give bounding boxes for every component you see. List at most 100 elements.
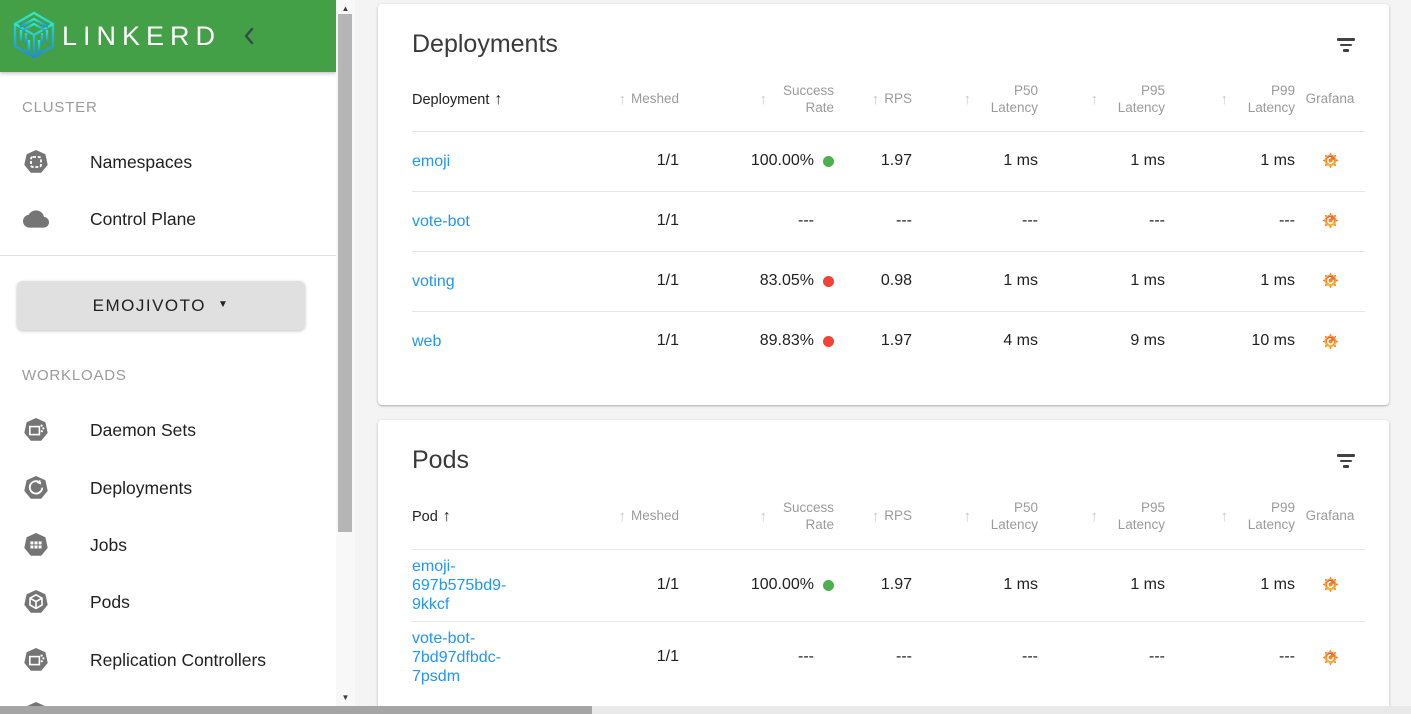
grafana-icon[interactable] xyxy=(1322,272,1339,289)
sidebar-item-namespaces[interactable]: Namespaces xyxy=(0,147,336,177)
p50-cell: 1 ms xyxy=(1003,576,1038,593)
table-row: emoji 1/1 100.00% 1.97 1 ms 1 ms 1 ms xyxy=(412,131,1365,191)
control-plane-icon xyxy=(23,206,49,232)
sort-arrow-icon: ↑ xyxy=(442,507,451,525)
column-header-p99-latency[interactable]: ↑ P99 Latency xyxy=(1220,499,1296,532)
meshed-cell: 1/1 xyxy=(656,576,679,593)
pod-link[interactable]: emoji-697b575bd9-9kkcf xyxy=(412,557,507,613)
main-content: Deployments Deployment ↑ ↑ Meshed xyxy=(355,0,1411,714)
p95-cell: --- xyxy=(1149,648,1165,666)
success-rate-cell: --- xyxy=(798,648,814,666)
p99-cell: 10 ms xyxy=(1251,332,1295,350)
sidebar-item-label: Replication Controllers xyxy=(90,649,267,670)
table-row: vote-bot-7bd97dfbdc-7psdm 1/1 --- --- --… xyxy=(412,621,1365,693)
column-header-rps[interactable]: ↑ RPS xyxy=(871,508,912,526)
sidebar-item-label: Control Plane xyxy=(90,208,197,229)
success-rate-cell: 83.05% xyxy=(759,272,814,289)
column-header-p95-latency[interactable]: ↑ P95 Latency xyxy=(1090,499,1166,532)
brand-title: LINKERD xyxy=(62,20,222,51)
deployment-link[interactable]: web xyxy=(412,332,442,350)
sidebar-item-label: Pods xyxy=(90,591,130,612)
horizontal-scrollbar[interactable] xyxy=(0,706,1411,714)
sidebar-item-control-plane[interactable]: Control Plane xyxy=(0,204,336,234)
namespace-selector-value: EMOJIVOTO xyxy=(92,295,206,315)
namespaces-icon xyxy=(23,149,49,175)
column-header-pod[interactable]: Pod ↑ xyxy=(412,507,451,525)
section-label-workloads: WORKLOADS xyxy=(22,367,127,384)
section-label-cluster: CLUSTER xyxy=(22,99,98,116)
p99-cell: --- xyxy=(1279,648,1295,666)
column-header-meshed[interactable]: ↑ Meshed xyxy=(618,91,679,109)
grafana-icon[interactable] xyxy=(1322,212,1339,229)
table-row: voting 1/1 83.05% 0.98 1 ms 1 ms 1 ms xyxy=(412,251,1365,311)
sidebar-collapse-button[interactable] xyxy=(243,27,255,45)
p99-cell: 1 ms xyxy=(1260,576,1295,593)
sort-arrow-icon: ↑ xyxy=(1090,91,1099,109)
grafana-icon[interactable] xyxy=(1322,333,1339,350)
sidebar-item-pods[interactable]: Pods xyxy=(0,587,336,617)
namespace-selector-button[interactable]: EMOJIVOTO ▼ xyxy=(17,281,305,330)
filter-icon xyxy=(1337,38,1355,41)
sort-arrow-icon: ↑ xyxy=(871,91,880,109)
sidebar-item-jobs[interactable]: Jobs xyxy=(0,530,336,560)
column-header-p99-latency[interactable]: ↑ P99 Latency xyxy=(1220,82,1296,115)
sidebar-item-daemon-sets[interactable]: Daemon Sets xyxy=(0,415,336,445)
grafana-icon[interactable] xyxy=(1322,649,1339,666)
column-header-p50-latency[interactable]: ↑ P50 Latency xyxy=(963,82,1039,115)
success-rate-cell: --- xyxy=(798,212,814,229)
meshed-cell: 1/1 xyxy=(656,272,679,289)
sidebar-item-label: Namespaces xyxy=(90,151,193,172)
sidebar-divider xyxy=(0,255,336,256)
chevron-left-icon xyxy=(244,27,254,45)
table-row: emoji-697b575bd9-9kkcf 1/1 100.00% 1.97 … xyxy=(412,549,1365,621)
sort-arrow-icon: ↑ xyxy=(759,91,768,109)
sidebar-item-deployments[interactable]: Deployments xyxy=(0,473,336,503)
column-header-meshed[interactable]: ↑ Meshed xyxy=(618,508,679,526)
table-row: web 1/1 89.83% 1.97 4 ms 9 ms 10 ms xyxy=(412,311,1365,371)
grafana-icon[interactable] xyxy=(1322,576,1339,593)
status-dot xyxy=(823,579,834,591)
column-header-rps[interactable]: ↑ RPS xyxy=(871,91,912,109)
sort-arrow-icon: ↑ xyxy=(871,508,880,526)
brand-header: LINKERD xyxy=(0,0,336,72)
grafana-icon[interactable] xyxy=(1322,152,1339,169)
deployments-icon xyxy=(23,475,49,501)
pods-table: Pod ↑ ↑ Meshed ↑ Success Rate ↑ RPS xyxy=(412,485,1365,693)
sort-arrow-icon: ↑ xyxy=(963,508,972,526)
sidebar-item-label: Daemon Sets xyxy=(90,419,197,440)
rps-cell: --- xyxy=(896,648,912,666)
deployment-link[interactable]: vote-bot xyxy=(412,212,470,230)
deployment-link[interactable]: emoji xyxy=(412,152,451,170)
pod-link[interactable]: vote-bot-7bd97dfbdc-7psdm xyxy=(412,629,501,685)
p99-cell: 1 ms xyxy=(1260,152,1295,169)
sidebar-item-replication-controllers[interactable]: Replication Controllers xyxy=(0,645,336,675)
rps-cell: --- xyxy=(896,212,912,229)
p95-cell: 1 ms xyxy=(1130,576,1165,593)
filter-button[interactable] xyxy=(1335,452,1357,470)
sidebar-item-label: Jobs xyxy=(90,534,127,555)
sidebar-scrollbar-thumb[interactable] xyxy=(338,14,352,532)
pods-icon xyxy=(23,589,49,615)
column-header-success-rate[interactable]: ↑ Success Rate xyxy=(759,499,835,532)
filter-button[interactable] xyxy=(1335,36,1357,54)
scroll-down-icon[interactable]: ▼ xyxy=(341,693,350,702)
rps-cell: 1.97 xyxy=(880,576,912,593)
pods-card: Pods Pod ↑ ↑ Meshed xyxy=(378,420,1389,714)
sort-arrow-icon: ↑ xyxy=(759,508,768,526)
sidebar-scrollbar[interactable]: ▲ ▼ xyxy=(336,0,355,706)
daemon-sets-icon xyxy=(23,417,49,443)
scroll-up-icon[interactable]: ▲ xyxy=(341,4,350,13)
rps-cell: 1.97 xyxy=(880,332,912,350)
column-header-deployment[interactable]: Deployment ↑ xyxy=(412,90,503,108)
success-rate-cell: 100.00% xyxy=(750,576,814,593)
column-header-success-rate[interactable]: ↑ Success Rate xyxy=(759,82,835,115)
filter-icon xyxy=(1337,454,1355,457)
p95-cell: 1 ms xyxy=(1130,152,1165,169)
horizontal-scrollbar-thumb[interactable] xyxy=(0,706,592,714)
column-header-p50-latency[interactable]: ↑ P50 Latency xyxy=(963,499,1039,532)
deployment-link[interactable]: voting xyxy=(412,272,455,290)
sort-arrow-icon: ↑ xyxy=(618,91,626,109)
rps-cell: 0.98 xyxy=(880,272,912,289)
p99-cell: 1 ms xyxy=(1260,272,1295,289)
column-header-p95-latency[interactable]: ↑ P95 Latency xyxy=(1090,82,1166,115)
